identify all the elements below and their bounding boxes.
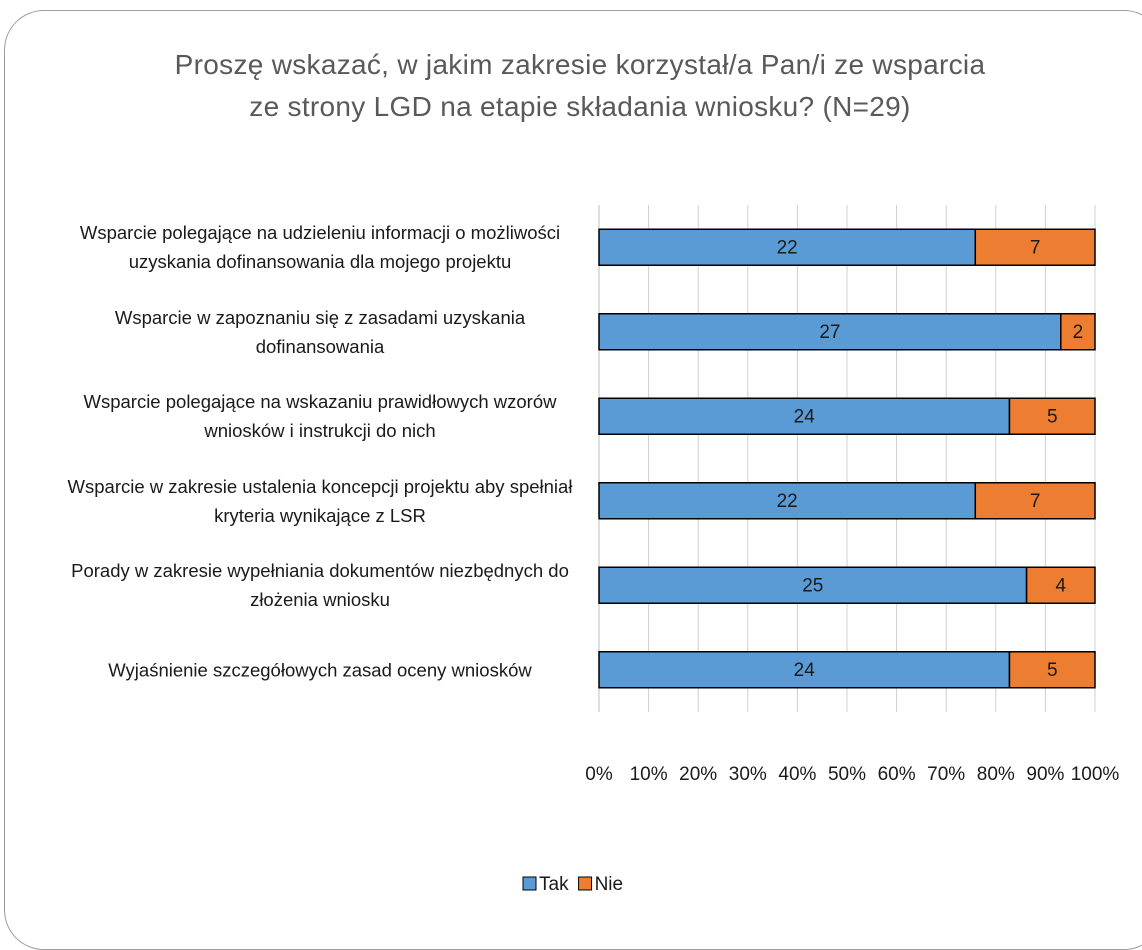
category-label: Wsparcie polegające na wskazaniu prawidł… (83, 391, 557, 442)
x-tick-label: 60% (878, 764, 916, 785)
bar-segment (1025, 566, 1096, 604)
x-tick-label: 10% (630, 764, 668, 785)
bar-segment (974, 482, 1096, 520)
bar-segment (974, 228, 1096, 266)
bar-segment (598, 566, 1028, 604)
category-label: Wsparcie polegające na udzieleniu inform… (79, 222, 561, 273)
x-tick-label: 50% (828, 764, 866, 785)
x-tick-label: 100% (1071, 764, 1120, 785)
category-label: Porady w zakresie wypełniania dokumentów… (71, 560, 569, 611)
value-label: 25 (802, 575, 823, 596)
bar-segment (1060, 313, 1096, 351)
x-tick-label: 90% (1026, 764, 1064, 785)
value-label: 4 (1056, 575, 1067, 596)
legend-label: Tak (539, 874, 569, 895)
x-tick-label: 20% (679, 764, 717, 785)
value-label: 7 (1030, 491, 1041, 512)
legend-swatch (578, 876, 593, 891)
bar-segment (598, 228, 977, 266)
bar-segment (598, 651, 1011, 689)
bar-segment (598, 397, 1011, 435)
legend-label: Nie (595, 874, 624, 895)
category-label: Wsparcie w zakresie ustalenia koncepcji … (67, 475, 573, 526)
category-label: Wsparcie w zapoznaniu się z zasadami uzy… (114, 306, 526, 357)
value-label: 24 (794, 406, 816, 427)
chart: 0% 10% 20% 30% 40% 50% 60% 70% 80% 90% 100%22 727 22… (522, 205, 1120, 895)
page: Proszę wskazać, w jakim zakresie korzyst… (4, 10, 1142, 950)
x-tick-label: 70% (927, 764, 965, 785)
category-label: Wyjaśnienie szczegółowych zasad oceny wn… (108, 659, 532, 681)
legend-swatch (522, 876, 537, 891)
value-label: 5 (1047, 660, 1058, 681)
x-tick-label: 0% (585, 764, 613, 785)
value-label: 27 (819, 322, 840, 343)
value-label: 7 (1030, 237, 1041, 258)
bar-segment (1008, 651, 1096, 689)
bar-segment (598, 313, 1062, 351)
value-label: 22 (777, 491, 798, 512)
x-tick-label: 40% (778, 764, 816, 785)
value-label: 24 (794, 660, 816, 681)
chart-title: Proszę wskazać, w jakim zakresie korzyst… (174, 49, 986, 122)
value-label: 2 (1073, 322, 1084, 343)
bar-segment (1008, 397, 1096, 435)
value-label: 5 (1047, 406, 1058, 427)
bar-segment (598, 482, 977, 520)
value-label: 22 (777, 237, 798, 258)
x-tick-label: 30% (729, 764, 767, 785)
x-tick-label: 80% (977, 764, 1015, 785)
